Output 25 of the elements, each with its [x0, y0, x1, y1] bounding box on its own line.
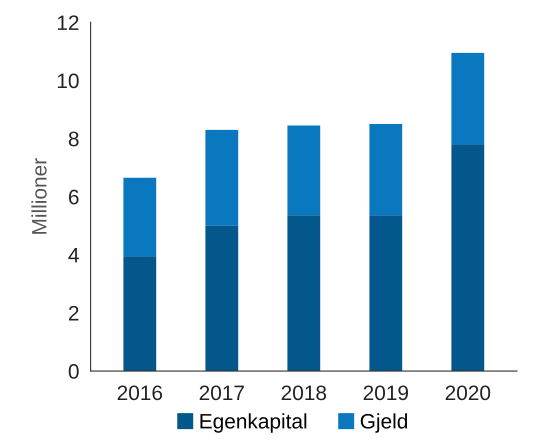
bar [451, 52, 484, 144]
y-tick-label: 6 [68, 190, 79, 204]
bar [123, 178, 156, 256]
legend-label: Egenkapital [200, 413, 306, 433]
y-tick-label: 12 [58, 15, 78, 30]
x-tick-label: 2017 [200, 385, 244, 400]
bar [287, 125, 320, 216]
y-tick-label: 2 [68, 306, 78, 320]
legend-label: Gjeld [360, 413, 408, 433]
y-tick-label: 10 [58, 73, 79, 88]
y-axis-title: Millioner [31, 158, 47, 234]
bar [205, 130, 238, 226]
bar [369, 124, 402, 216]
x-tick-label: 2018 [282, 385, 326, 400]
bar [451, 144, 484, 372]
bar [287, 216, 320, 372]
bar [205, 226, 238, 372]
y-tick-label: 4 [68, 248, 79, 262]
y-tick-label: 0 [68, 364, 79, 379]
bar [123, 256, 156, 372]
y-tick-label: 8 [68, 132, 79, 146]
x-tick-label: 2019 [364, 385, 408, 400]
x-tick-label: 2016 [118, 385, 162, 400]
x-tick-label: 2020 [446, 385, 490, 400]
bar [369, 216, 402, 372]
